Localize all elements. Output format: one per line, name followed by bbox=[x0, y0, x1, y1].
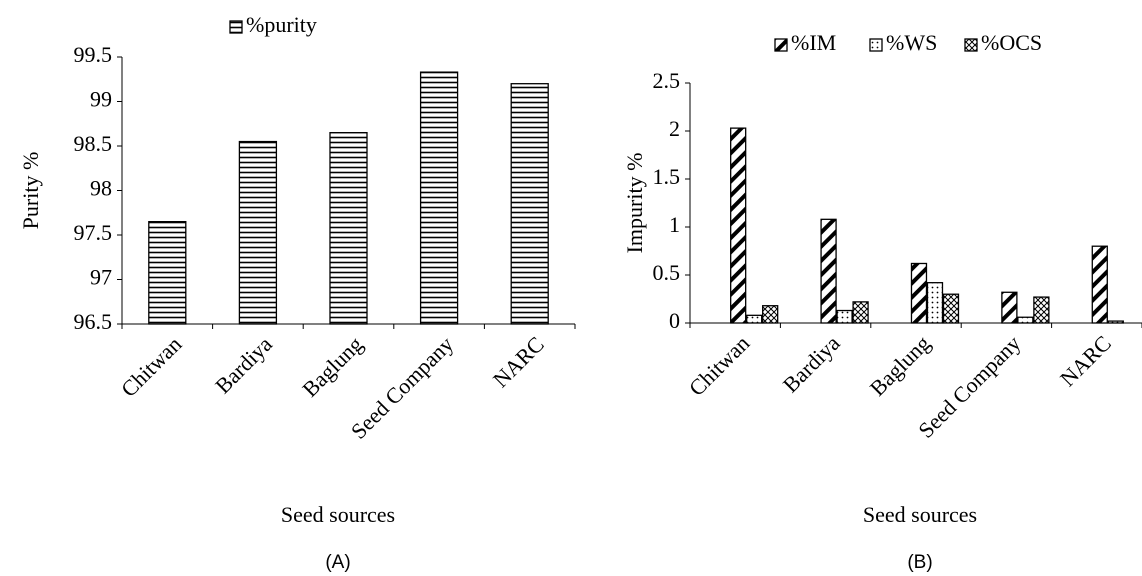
y-tick-label: 2.5 bbox=[653, 68, 681, 93]
bar bbox=[1107, 320, 1124, 324]
legend-label: %purity bbox=[246, 12, 317, 37]
bar bbox=[510, 83, 549, 325]
bar bbox=[926, 282, 944, 324]
legend-swatch bbox=[964, 38, 978, 52]
x-tick-label: Chitwan bbox=[684, 330, 754, 400]
x-tick-label: Baglung bbox=[297, 331, 367, 401]
legend-label: %WS bbox=[886, 30, 937, 55]
y-tick-label: 1.5 bbox=[653, 164, 681, 189]
x-tick-label: Baglung bbox=[865, 330, 935, 400]
bar bbox=[820, 218, 837, 324]
bar bbox=[836, 309, 853, 324]
bar bbox=[419, 71, 459, 325]
y-tick-label: 99 bbox=[90, 87, 112, 112]
bar bbox=[1001, 291, 1018, 324]
bar bbox=[746, 314, 763, 324]
x-tick-label: Chitwan bbox=[116, 331, 186, 401]
bar bbox=[942, 293, 960, 324]
y-tick-label: 99.5 bbox=[74, 42, 113, 67]
y-axis-label: Impurity % bbox=[622, 153, 647, 254]
bar bbox=[238, 140, 278, 325]
x-tick-label: NARC bbox=[488, 331, 549, 392]
bar bbox=[910, 262, 928, 324]
legend-label: %OCS bbox=[981, 30, 1042, 55]
bar bbox=[1017, 316, 1034, 324]
y-tick-label: 97.5 bbox=[74, 220, 113, 245]
x-axis-label: Seed sources bbox=[863, 502, 977, 527]
y-tick-label: 1 bbox=[669, 212, 680, 237]
bar bbox=[852, 301, 869, 324]
x-tick-label: NARC bbox=[1055, 330, 1116, 391]
y-tick-label: 98.5 bbox=[74, 131, 113, 156]
y-tick-label: 2 bbox=[669, 116, 680, 141]
legend-swatch bbox=[869, 38, 883, 52]
bar bbox=[148, 220, 187, 325]
y-tick-label: 0.5 bbox=[653, 260, 681, 285]
legend-swatch bbox=[774, 38, 788, 52]
x-axis-label: Seed sources bbox=[281, 502, 395, 527]
bar bbox=[329, 131, 368, 325]
panel-label: (B) bbox=[907, 552, 932, 573]
legend-label: %IM bbox=[791, 30, 836, 55]
panel-label: (A) bbox=[325, 552, 350, 573]
bar bbox=[730, 127, 747, 324]
y-tick-label: 97 bbox=[90, 265, 112, 290]
x-tick-label: Bardiya bbox=[778, 330, 845, 397]
legend-swatch bbox=[229, 20, 243, 34]
bar bbox=[762, 305, 779, 324]
y-tick-label: 96.5 bbox=[74, 309, 113, 334]
bar bbox=[1033, 296, 1050, 324]
y-tick-label: 0 bbox=[669, 308, 680, 333]
y-axis-label: Purity % bbox=[18, 152, 43, 230]
bar bbox=[1091, 245, 1108, 324]
x-tick-label: Bardiya bbox=[210, 331, 277, 398]
y-tick-label: 98 bbox=[90, 176, 112, 201]
